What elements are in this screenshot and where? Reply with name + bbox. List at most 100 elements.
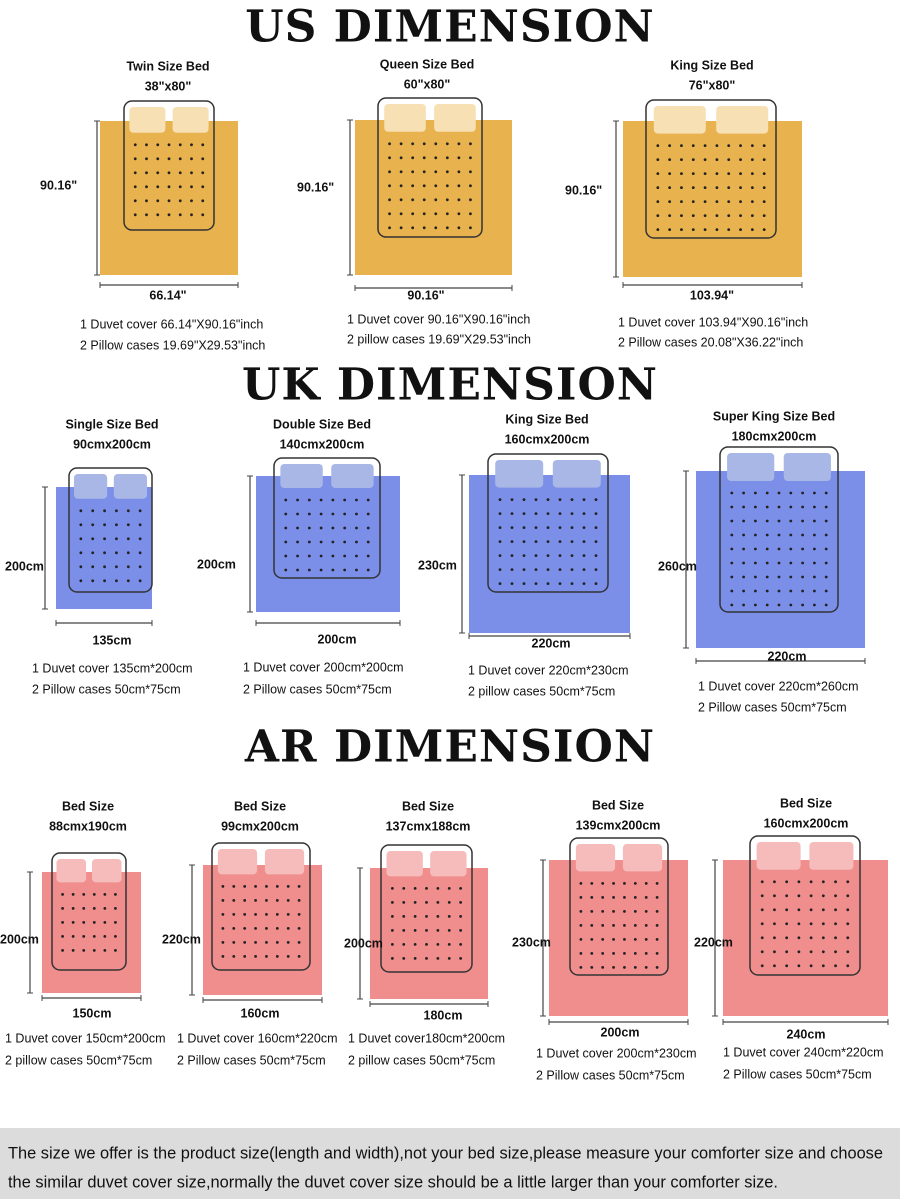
dot	[582, 582, 586, 585]
dot	[546, 540, 550, 543]
dot	[79, 551, 83, 555]
dot	[402, 901, 406, 904]
dot	[773, 950, 776, 954]
dot	[590, 924, 594, 927]
pillow	[56, 859, 87, 883]
dot	[834, 880, 837, 884]
dot	[760, 880, 764, 884]
dot	[750, 200, 754, 204]
dot	[71, 949, 75, 952]
dot	[546, 568, 550, 571]
dot	[434, 184, 438, 188]
dot	[765, 519, 769, 523]
dot	[821, 880, 825, 884]
dot	[703, 144, 707, 148]
dot	[133, 199, 137, 203]
dot	[594, 512, 598, 515]
bed-name: Double Size Bed	[273, 417, 371, 431]
dot	[680, 228, 683, 232]
dot	[457, 226, 461, 230]
dot	[570, 554, 574, 557]
dot	[232, 899, 236, 902]
dot	[773, 922, 776, 926]
dot	[750, 214, 754, 218]
dot	[789, 519, 793, 523]
dot	[167, 171, 171, 175]
dot	[115, 523, 118, 527]
height-label: 90.16"	[565, 183, 602, 197]
dot	[789, 547, 793, 551]
dot	[286, 955, 290, 958]
spec-line: 2 pillow cases 50cm*75cm	[5, 1053, 152, 1067]
dot	[388, 226, 391, 230]
dot	[813, 505, 816, 509]
dot	[834, 894, 837, 898]
dot	[750, 228, 754, 232]
dot	[742, 519, 745, 523]
dot	[760, 950, 764, 954]
width-label: 150cm	[73, 1006, 112, 1020]
dot	[522, 554, 526, 557]
dot	[801, 505, 804, 509]
dot	[785, 964, 789, 968]
dot	[510, 568, 514, 571]
dot	[436, 929, 440, 932]
dot	[821, 950, 825, 954]
dot	[103, 907, 107, 910]
dot	[730, 547, 734, 551]
dot	[765, 589, 769, 593]
dot	[813, 589, 816, 593]
dot	[126, 551, 130, 555]
dot	[411, 142, 415, 146]
dot	[434, 198, 438, 202]
height-label: 200cm	[5, 559, 44, 573]
dot	[459, 957, 463, 960]
dot	[655, 966, 659, 969]
dot	[366, 568, 370, 572]
dot	[668, 144, 672, 148]
dot	[232, 955, 236, 958]
dot	[79, 509, 83, 513]
dot	[727, 144, 731, 148]
dot	[61, 893, 64, 896]
dot	[331, 554, 335, 558]
dot	[727, 186, 731, 190]
dot	[846, 908, 850, 912]
spec-line: 1 Duvet cover 135cm*200cm	[32, 661, 193, 675]
pillow	[384, 104, 426, 132]
dot	[447, 887, 451, 890]
dot	[809, 922, 813, 926]
pillow	[809, 842, 854, 870]
dot	[789, 575, 793, 579]
width-label: 240cm	[787, 1027, 826, 1041]
dot	[773, 964, 776, 968]
dot	[126, 565, 130, 569]
dot	[797, 936, 801, 940]
dot	[703, 214, 707, 218]
dot	[754, 547, 757, 551]
dot	[265, 899, 268, 902]
dot	[777, 575, 781, 579]
pillow	[727, 453, 775, 481]
dot	[821, 908, 825, 912]
dot	[601, 924, 605, 927]
dot	[612, 882, 615, 885]
bed-outline	[569, 837, 669, 976]
dot	[243, 927, 247, 930]
spec-line: 1 Duvet cover 240cm*220cm	[723, 1045, 884, 1059]
dot	[469, 156, 472, 160]
dot	[760, 894, 764, 898]
dot	[727, 172, 731, 176]
dot	[824, 519, 828, 523]
pillow	[575, 844, 616, 872]
dot	[243, 899, 247, 902]
dot	[145, 199, 148, 203]
dot	[71, 921, 75, 924]
bed-outline	[211, 842, 311, 971]
dot	[739, 144, 742, 148]
dot	[156, 171, 160, 175]
dot	[413, 957, 417, 960]
duvet	[549, 860, 688, 1016]
dot	[296, 512, 299, 516]
dot	[133, 213, 137, 217]
